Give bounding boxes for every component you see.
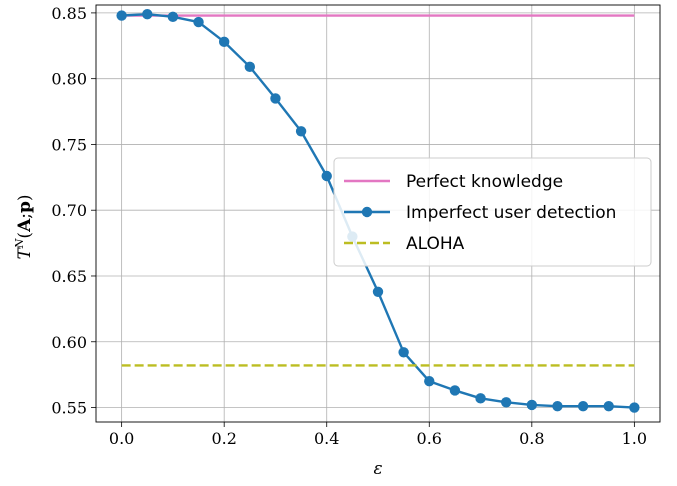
series-layer	[116, 9, 640, 413]
y-tick-label: 0.85	[51, 4, 87, 23]
legend-marker-imperfect-user-detection	[361, 206, 373, 218]
x-tick-label: 0.4	[314, 429, 339, 448]
y-tick-label: 0.65	[51, 267, 87, 286]
y-tick-label: 0.75	[51, 135, 87, 154]
data-point-imperfect-user-detection	[577, 401, 589, 412]
data-point-imperfect-user-detection	[295, 126, 307, 137]
data-point-imperfect-user-detection	[193, 16, 204, 28]
data-point-imperfect-user-detection	[321, 170, 332, 182]
data-point-imperfect-user-detection	[449, 385, 461, 396]
legend-label-perfect-knowledge: Perfect knowledge	[406, 172, 563, 192]
data-point-imperfect-user-detection	[116, 10, 127, 21]
data-point-imperfect-user-detection	[424, 376, 435, 387]
data-point-imperfect-user-detection	[552, 401, 563, 412]
x-tick-label: 0.6	[417, 429, 442, 448]
axis-ticks: 0.0 0.2 0.4 0.6 0.8 1.0 0.55 0.60 0.65 0.70 0.75 0.…	[51, 4, 647, 448]
y-tick-label: 0.60	[51, 333, 87, 352]
legend-label-imperfect-user-detection: Imperfect user detection	[406, 203, 616, 223]
legend: Perfect knowledge Imperfect user detectio…	[333, 157, 652, 267]
x-tick-label: 0.8	[519, 429, 544, 448]
y-tick-label: 0.55	[51, 399, 87, 418]
data-point-imperfect-user-detection	[244, 61, 256, 73]
data-point-imperfect-user-detection	[218, 36, 230, 48]
data-point-imperfect-user-detection	[603, 401, 614, 412]
plot-frame	[95, 4, 661, 423]
x-tick-label: 0.0	[109, 429, 134, 448]
data-point-imperfect-user-detection	[142, 9, 153, 20]
y-axis-label: TN(A;p)	[13, 194, 35, 259]
data-point-imperfect-user-detection	[475, 393, 486, 404]
y-tick-label: 0.80	[51, 70, 87, 89]
data-point-imperfect-user-detection	[398, 347, 409, 358]
x-tick-label: 1.0	[622, 429, 647, 448]
legend-box	[333, 157, 652, 267]
svg-text:TN(A;p): TN(A;p)	[13, 194, 35, 259]
data-point-imperfect-user-detection	[526, 399, 538, 411]
legend-label-aloha: ALOHA	[406, 234, 465, 254]
data-point-imperfect-user-detection	[167, 11, 179, 23]
data-point-imperfect-user-detection	[372, 286, 384, 297]
data-point-imperfect-user-detection	[500, 397, 512, 408]
x-tick-label: 0.2	[211, 429, 236, 448]
x-axis-label: ε	[373, 459, 382, 479]
plot-border	[95, 4, 661, 423]
y-tick-label: 0.70	[51, 201, 87, 220]
data-point-imperfect-user-detection	[629, 402, 640, 413]
data-point-imperfect-user-detection	[270, 93, 281, 104]
